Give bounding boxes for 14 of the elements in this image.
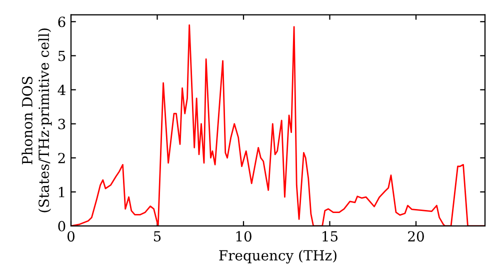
y-tick-label: 6 [58,16,66,28]
y-tick-label: 4 [58,84,66,96]
x-tick-label: 0 [67,231,74,242]
y-tick-label: 1 [58,186,64,198]
y-axis-title: Phonon DOS (States/THz·primitive cell) [22,28,52,212]
y-tick-label: 5 [58,50,66,62]
x-tick-label: 20 [408,231,424,242]
y-tick-label: 0 [58,220,66,232]
x-tick-label: 5 [154,231,161,242]
y-tick-label: 2 [58,152,65,164]
y-tick-label: 3 [58,118,66,130]
x-tick-label: 10 [236,231,252,242]
x-axis-title: Frequency (THz) [219,250,336,264]
x-tick-label: 15 [322,231,338,242]
